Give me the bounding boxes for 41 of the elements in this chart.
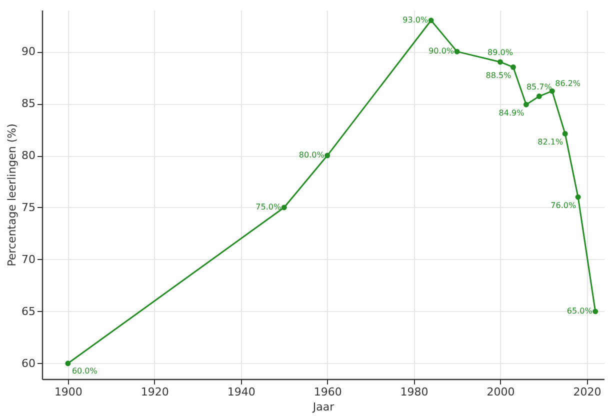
y-tick-label: 85 <box>22 97 36 110</box>
data-label: 75.0% <box>256 202 282 212</box>
data-label: 60.0% <box>72 366 98 376</box>
x-tick-label: 1900 <box>54 386 82 398</box>
y-tick-label: 70 <box>22 252 36 266</box>
point <box>523 102 529 108</box>
data-label: 80.0% <box>298 150 325 160</box>
point <box>510 64 516 70</box>
data-label: 65.0% <box>566 306 593 316</box>
data-label: 86.2% <box>555 79 581 88</box>
point <box>65 360 71 366</box>
point <box>575 194 581 200</box>
data-label: 90.0% <box>428 46 454 56</box>
point <box>498 59 503 65</box>
data-label: 88.5% <box>486 71 512 80</box>
x-tick-label: 1980 <box>400 386 428 398</box>
data-label: 85.7% <box>526 82 552 92</box>
data-label: 76.0% <box>550 201 576 210</box>
x-tick-label: 1960 <box>314 386 342 398</box>
point <box>562 130 568 136</box>
data-label: 82.1% <box>538 138 564 147</box>
x-axis-title: Jaar <box>312 400 335 414</box>
data-label: 89.0% <box>488 48 514 57</box>
point <box>324 152 330 158</box>
x-tick-label: 1940 <box>227 386 256 398</box>
data-label: 84.9% <box>498 108 525 118</box>
point <box>592 308 598 314</box>
y-tick-label: 90 <box>22 45 36 58</box>
point <box>536 94 542 100</box>
y-tick-label: 75 <box>22 200 36 214</box>
point <box>281 204 287 210</box>
data-label: 93.0% <box>402 15 428 24</box>
y-axis-title: Percentage leerlingen (%) <box>6 124 19 266</box>
point <box>428 18 434 24</box>
x-tick-label: 2000 <box>486 386 515 398</box>
y-tick-label: 80 <box>22 149 36 162</box>
x-tick-label: 1920 <box>140 386 169 398</box>
y-tick-label: 65 <box>22 304 36 318</box>
point <box>454 48 460 54</box>
x-tick-label: 2020 <box>573 386 602 398</box>
y-tick-label: 60 <box>22 356 36 370</box>
